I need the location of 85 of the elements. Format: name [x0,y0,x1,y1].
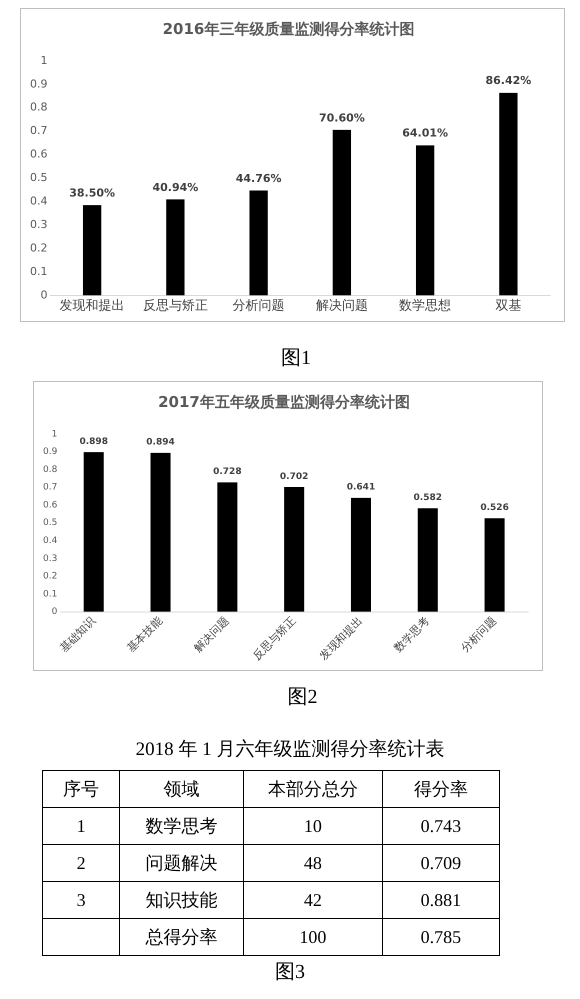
x-tick-label: 解决问题 [191,614,232,655]
text: 100 [243,918,382,956]
data-label: 0.894 [146,438,175,448]
bar [350,498,371,612]
text: 42 [243,882,382,918]
bar [484,518,505,612]
bar [249,190,268,296]
y-tick-label: 0.1 [42,589,58,600]
x-tick-label: 反思与矫正 [142,298,208,314]
bar [284,486,304,612]
y-tick-label: 0 [52,607,58,618]
text: 总得分率 [120,918,244,956]
text: 知识技能 [120,882,244,918]
y-tick-label: 0.8 [30,100,48,114]
data-label: 44.76% [236,172,282,185]
x-tick-label: 分析问题 [458,614,499,655]
text: 领域 [120,770,244,808]
data-label: 86.42% [485,74,532,88]
data-label: 0.641 [346,482,376,493]
text: 10 [243,808,382,844]
x-tick-label: 基本技能 [124,614,165,655]
data-label: 0.898 [79,436,108,447]
x-tick-label: 发现和提出 [60,298,125,314]
x-tick-label: 反思与矫正 [250,614,298,662]
y-tick-label: 0.4 [30,194,48,208]
y-tick-label: 0.3 [30,218,48,231]
caption: 图2 [286,685,318,710]
bar [82,205,102,296]
bar [84,452,104,612]
text: 问题解决 [120,844,244,882]
y-tick-label: 0.3 [42,554,58,564]
text: 序号 [42,770,120,808]
chart-title: 2017年五年级质量监测得分率统计图 [158,392,410,411]
data-label: 38.50% [69,186,116,200]
data-label: 0.526 [480,503,509,514]
y-tick-label: 0.8 [42,464,58,475]
text: 48 [243,844,382,882]
y-tick-label: 0.6 [30,148,48,161]
text: 得分率 [382,770,500,808]
y-tick-label: 0.7 [42,482,58,493]
x-tick-label: 发现和提出 [317,614,366,662]
data-label: 0.702 [280,472,308,482]
caption: 图3 [274,960,306,985]
data-label: 0.582 [414,493,442,504]
text: 本部分总分 [243,770,382,808]
bar [217,482,238,612]
y-tick-label: 0.5 [30,171,48,184]
y-tick-label: 1 [40,54,48,67]
x-tick-label: 分析问题 [232,298,285,314]
y-tick-label: 0.6 [42,500,58,510]
bar [150,452,171,612]
text: 数学思考 [120,808,244,844]
chart-title: 2016年三年级质量监测得分率统计图 [162,20,414,38]
data-label: 0.728 [213,467,242,478]
y-tick-label: 0.2 [30,241,48,254]
bar [418,508,438,612]
y-tick-label: 0.7 [30,124,48,138]
text: 0.785 [382,918,500,956]
y-tick-label: 0.4 [42,536,58,546]
y-tick-label: 0.1 [30,264,48,278]
x-tick-label: 数学思考 [392,614,432,655]
x-tick-label: 双基 [495,298,522,314]
text: 3 [42,882,120,918]
text: 0.881 [382,882,500,918]
y-tick-label: 0 [40,288,48,302]
data-label: 64.01% [402,126,448,140]
y-tick-label: 1 [52,429,58,440]
text: 2018 年 1 月六年级监测得分率统计表 [134,738,446,762]
data-label: 70.60% [318,111,365,124]
data-label: 40.94% [152,180,198,194]
caption: 图1 [280,346,312,371]
x-tick-label: 基础知识 [58,614,98,655]
y-tick-label: 0.9 [30,77,48,90]
bar [332,130,352,296]
bar [499,92,518,296]
bar [416,145,434,296]
y-tick-label: 0.5 [42,518,58,528]
text: 0.709 [382,844,500,882]
text: 0.743 [382,808,500,844]
bar [166,199,185,296]
y-tick-label: 0.2 [42,572,58,582]
x-tick-label: 解决问题 [316,298,368,314]
y-tick-label: 0.9 [42,447,58,458]
x-tick-label: 数学思想 [399,298,452,314]
text: 2 [42,844,120,882]
